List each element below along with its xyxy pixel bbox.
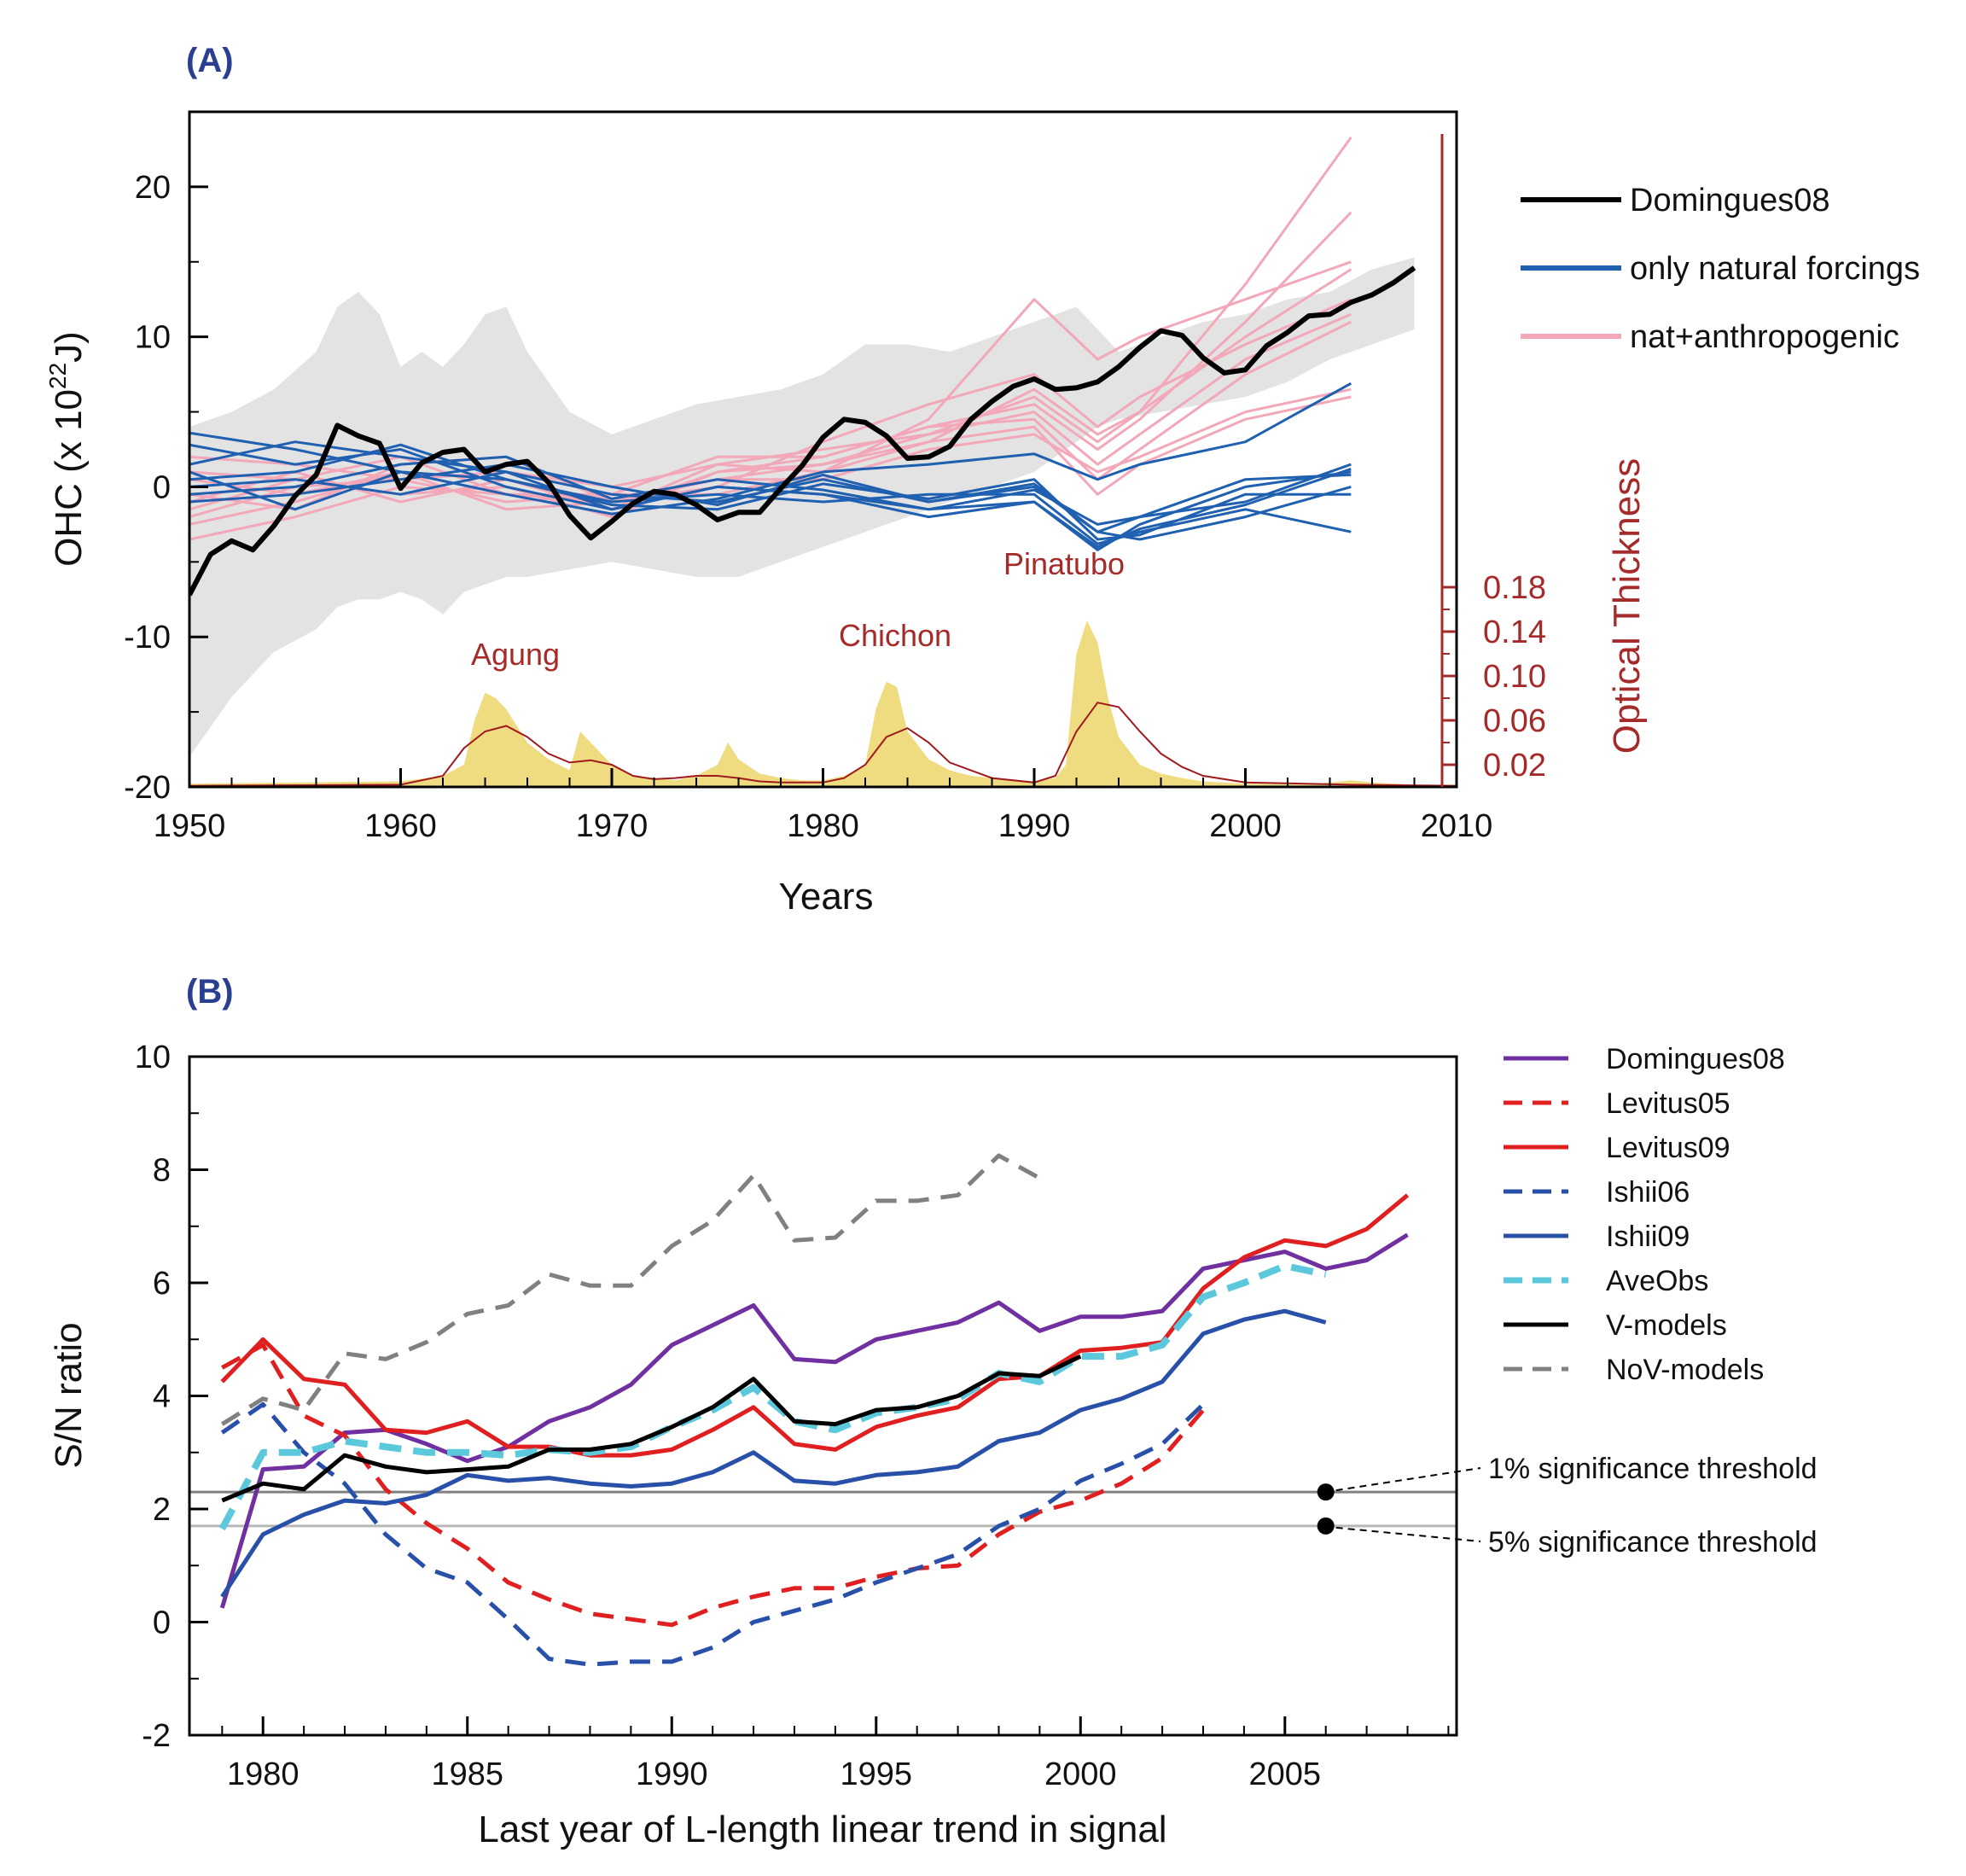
- y-tick-label-10: 10: [135, 320, 171, 356]
- series-line-domingues08: [219, 1232, 1409, 1609]
- series-layer: [218, 1153, 1410, 1667]
- y-tick-label-0: 0: [153, 469, 171, 505]
- panel-a-plot-area: [189, 137, 1457, 787]
- annotation-chichon: Chichon: [839, 618, 951, 653]
- uncertainty-envelope: [189, 257, 1415, 757]
- y-tick-label-4: 4: [153, 1379, 171, 1415]
- legend-label-anthropogenic: nat+anthropogenic: [1630, 319, 1899, 355]
- threshold-marker-1pct: [1317, 1483, 1335, 1501]
- observed-layer: [189, 265, 1416, 597]
- legend-label-domingues08: Domingues08: [1606, 1043, 1785, 1075]
- optical-tick-label-0.10: 0.10: [1483, 659, 1546, 695]
- panel-a-x-axis-title: Years: [779, 876, 874, 918]
- natural-run-line-4: [189, 443, 1352, 541]
- threshold-marker-layer: [1317, 1483, 1335, 1535]
- x-tick-label-2000: 2000: [1044, 1757, 1117, 1792]
- x-tick-label-1970: 1970: [576, 808, 649, 844]
- panel-a-legend: Domingues08 only natural forcings nat+an…: [1521, 183, 1920, 355]
- natural-runs-layer: [189, 382, 1352, 551]
- legend-label-ishii09: Ishii09: [1606, 1221, 1690, 1253]
- panel-b-plot-area: [189, 1153, 1457, 1667]
- y-tick-label--10: -10: [124, 620, 171, 655]
- legend-label-aveobs: AveObs: [1606, 1265, 1708, 1297]
- optical-tick-label-0.14: 0.14: [1483, 615, 1546, 650]
- envelope-layer: [189, 257, 1415, 757]
- optical-tick-label-0.02: 0.02: [1483, 748, 1546, 784]
- panel-a-y-axis-title: OHC (x 1022J): [44, 331, 90, 567]
- series-line-v-models: [221, 1354, 1082, 1503]
- y-tick-label-0: 0: [153, 1605, 171, 1641]
- series-line-ishii06: [220, 1401, 1205, 1667]
- panel-a-label: (A): [186, 42, 234, 79]
- natural-run-line-6: [189, 463, 1352, 541]
- panel-a: (A) 1950 1960 1970 1980 1990 2000 2010 -20-100…: [44, 42, 1920, 918]
- threshold-label-5pct: 5% significance threshold: [1488, 1526, 1818, 1558]
- series-line-levitus05: [221, 1343, 1205, 1628]
- y-tick-label--2: -2: [142, 1718, 171, 1754]
- panel-b-x-ticks: 1980 1985 1990 1995 2000 2005: [221, 1716, 1450, 1792]
- panel-b-y-ticks: -2 0 2 4 6 8 10: [135, 1040, 208, 1754]
- threshold-label-1pct: 1% significance threshold: [1488, 1453, 1818, 1485]
- natural-run-line-5: [189, 455, 1352, 526]
- legend-label-levitus05: Levitus05: [1606, 1087, 1730, 1120]
- series-line-ishii09: [220, 1308, 1327, 1599]
- threshold-leader-5pct: [1335, 1526, 1481, 1542]
- x-tick-label-1990: 1990: [998, 808, 1071, 844]
- legend-label-nov-models: NoV-models: [1606, 1354, 1764, 1386]
- panel-b-legend: Domingues08 Levitus05 Levitus09 Ishii06 Ishi…: [1504, 1043, 1785, 1386]
- y-tick-label-10: 10: [135, 1040, 171, 1075]
- y-tick-label-20: 20: [135, 170, 171, 206]
- panel-b-y-axis-title: S/N ratio: [48, 1322, 90, 1468]
- legend-label-ishii06: Ishii06: [1606, 1176, 1690, 1209]
- x-tick-label-1960: 1960: [364, 808, 437, 844]
- x-tick-label-1990: 1990: [636, 1757, 708, 1792]
- x-tick-label-1980: 1980: [227, 1757, 300, 1792]
- legend-label-levitus09: Levitus09: [1606, 1132, 1730, 1164]
- y-tick-label-6: 6: [153, 1266, 171, 1302]
- series-line-aveobs: [218, 1262, 1327, 1531]
- y-tick-label-8: 8: [153, 1153, 171, 1189]
- x-tick-label-1950: 1950: [154, 808, 226, 844]
- x-tick-label-2000: 2000: [1209, 808, 1282, 844]
- natural-run-line-8: [189, 467, 1352, 549]
- natural-run-line-7: [189, 382, 1352, 516]
- panel-a-optical-axis: 0.02 0.06 0.10 0.14 0.18: [1440, 134, 1546, 787]
- panel-a-x-ticks: 1950 1960 1970 1980 1990 2000 2010: [154, 768, 1493, 844]
- optical-tick-label-0.18: 0.18: [1483, 570, 1546, 606]
- y-tick-label-2: 2: [153, 1492, 171, 1528]
- threshold-layer: [189, 1490, 1457, 1528]
- x-tick-label-2005: 2005: [1249, 1757, 1322, 1792]
- threshold-leader-1pct: [1335, 1467, 1481, 1492]
- annotation-pinatubo: Pinatubo: [1003, 546, 1125, 581]
- x-tick-label-1995: 1995: [840, 1757, 913, 1792]
- legend-label-domingues08: Domingues08: [1630, 183, 1829, 218]
- optical-tick-label-0.06: 0.06: [1483, 703, 1546, 739]
- x-tick-label-1985: 1985: [431, 1757, 503, 1792]
- panel-a-optical-axis-title: Optical Thickness: [1606, 458, 1648, 754]
- y-tick-label--20: -20: [124, 770, 171, 806]
- panel-a-y-ticks: -20 -10 0 10 20: [124, 111, 208, 806]
- series-line-levitus09: [220, 1193, 1410, 1458]
- threshold-annotations: 1% significance threshold 5% significance…: [1335, 1453, 1818, 1558]
- panel-b-label: (B): [186, 973, 234, 1011]
- x-tick-label-2010: 2010: [1421, 808, 1493, 844]
- series-line-nov-models: [220, 1153, 1041, 1426]
- x-tick-label-1980: 1980: [787, 808, 859, 844]
- legend-label-natural: only natural forcings: [1630, 251, 1920, 287]
- annotation-agung: Agung: [471, 637, 560, 672]
- panel-b-x-axis-title: Last year of L-length linear trend in si…: [478, 1809, 1166, 1850]
- threshold-marker-5pct: [1317, 1517, 1335, 1535]
- panel-b: (B) 1980 1985 1990 1995 2000 2005 -2 0 2 4 6 8 10 1…: [48, 973, 1818, 1850]
- legend-label-v-models: V-models: [1606, 1309, 1727, 1342]
- observed-domingues08-line: [189, 265, 1416, 597]
- aerosol-optical-thickness-area: [189, 620, 1457, 787]
